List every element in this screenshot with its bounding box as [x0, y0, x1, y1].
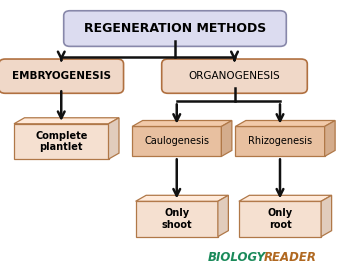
Text: Only
root: Only root	[267, 208, 293, 230]
Text: Complete
plantlet: Complete plantlet	[35, 131, 88, 152]
Text: BIOLOGY: BIOLOGY	[208, 251, 266, 264]
Text: Only
shoot: Only shoot	[161, 208, 192, 230]
Polygon shape	[222, 120, 232, 156]
Text: Caulogenesis: Caulogenesis	[144, 137, 209, 146]
FancyBboxPatch shape	[162, 59, 307, 93]
Polygon shape	[132, 126, 222, 156]
Polygon shape	[14, 124, 108, 159]
Polygon shape	[14, 118, 119, 124]
Text: REGENERATION METHODS: REGENERATION METHODS	[84, 22, 266, 35]
Polygon shape	[325, 120, 335, 156]
Polygon shape	[132, 120, 232, 126]
Text: EMBRYOGENESIS: EMBRYOGENESIS	[12, 71, 111, 81]
Text: Rhizogenesis: Rhizogenesis	[248, 137, 312, 146]
FancyBboxPatch shape	[64, 11, 286, 46]
Polygon shape	[236, 120, 335, 126]
Polygon shape	[239, 195, 332, 201]
Polygon shape	[108, 118, 119, 159]
Polygon shape	[136, 195, 229, 201]
FancyBboxPatch shape	[0, 59, 124, 93]
Polygon shape	[321, 195, 332, 237]
Polygon shape	[136, 201, 218, 237]
Polygon shape	[239, 201, 321, 237]
Text: ORGANOGENESIS: ORGANOGENESIS	[189, 71, 280, 81]
Polygon shape	[236, 126, 325, 156]
Text: READER: READER	[264, 251, 317, 264]
Polygon shape	[218, 195, 229, 237]
